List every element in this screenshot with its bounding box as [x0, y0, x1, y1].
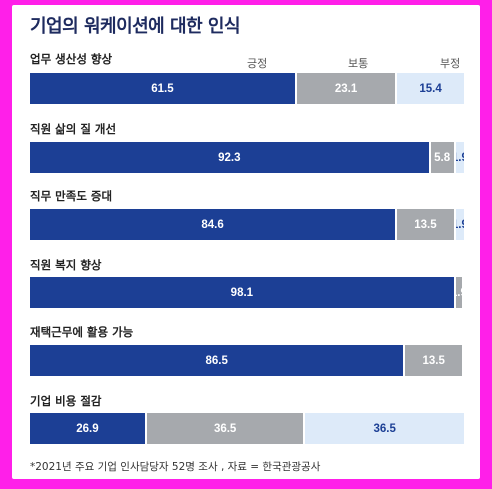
- data-label: 1.9: [456, 286, 462, 299]
- data-label: 98.1: [230, 286, 254, 299]
- data-label: 36.5: [213, 422, 237, 435]
- bar-row: 92.3 5.8 1.9: [30, 142, 464, 173]
- data-label: 36.5: [373, 422, 396, 435]
- bar-segment-positive: 84.6: [30, 209, 396, 240]
- bar-segment-positive: 26.9: [30, 413, 145, 444]
- bar-segment-neutral: 1.9: [455, 277, 462, 308]
- data-label: 86.5: [205, 354, 228, 367]
- legend-negative: 부정: [440, 57, 461, 70]
- bar-row: 84.6 13.5 1.9: [30, 209, 464, 240]
- legend-neutral: 보통: [348, 57, 369, 70]
- data-label: 61.5: [151, 82, 174, 95]
- bar-segment-negative: 36.5: [305, 413, 464, 444]
- category-label: 직원 복지 향상: [30, 258, 102, 272]
- data-label: 13.5: [422, 354, 445, 367]
- chart-title: 기업의 워케이션에 대한 인식: [30, 16, 241, 37]
- category-label: 직원 삶의 질 개선: [30, 122, 117, 136]
- bar-row: 86.5 13.5: [30, 345, 464, 376]
- data-label: 26.9: [76, 422, 99, 435]
- legend-positive: 긍정: [247, 57, 268, 70]
- bar-row: 61.5 23.1 15.4: [30, 73, 464, 104]
- bar-segment-neutral: 13.5: [397, 209, 454, 240]
- footnote: *2021년 주요 기업 인사담당자 52명 조사 , 자료 = 한국관광공사: [30, 461, 321, 473]
- bar-segment-positive: 61.5: [30, 73, 295, 104]
- data-label: 15.4: [419, 82, 442, 95]
- category-label: 재택근무에 활용 가능: [30, 325, 134, 339]
- bar-segment-neutral: 36.5: [146, 413, 304, 444]
- data-label: 5.8: [434, 151, 451, 164]
- bar-row: 98.1 1.9: [30, 277, 464, 308]
- data-label: 13.5: [414, 218, 437, 231]
- bar-row: 26.9 36.5 36.5: [30, 413, 464, 444]
- data-label: 84.6: [201, 218, 224, 231]
- bar-segment-positive: 92.3: [30, 142, 429, 173]
- bar-segment-positive: 98.1: [30, 277, 454, 308]
- category-label: 직무 만족도 증대: [30, 189, 113, 203]
- category-label: 기업 비용 절감: [30, 394, 102, 408]
- data-label: 92.3: [218, 151, 241, 164]
- bar-segment-negative: 1.9: [455, 209, 464, 240]
- data-label: 1.9: [456, 218, 464, 231]
- bar-segment-negative: 1.9: [455, 142, 464, 173]
- category-label: 업무 생산성 향상: [30, 52, 113, 66]
- data-label: 1.9: [456, 151, 464, 164]
- bar-segment-negative: 15.4: [397, 73, 464, 104]
- bar-segment-neutral: 23.1: [296, 73, 396, 104]
- bar-segment-neutral: 13.5: [405, 345, 462, 376]
- data-label: 23.1: [334, 82, 358, 95]
- bar-segment-neutral: 5.8: [430, 142, 454, 173]
- bar-segment-positive: 86.5: [30, 345, 404, 376]
